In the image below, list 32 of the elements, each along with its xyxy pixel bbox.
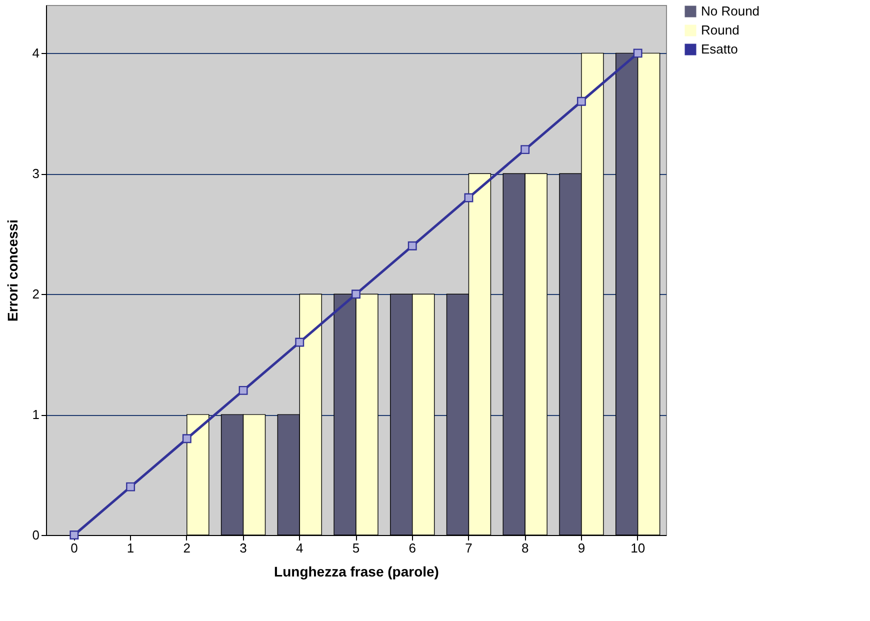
- x-axis-title: Lunghezza frase (parole): [274, 564, 439, 580]
- x-tick-label: 3: [240, 540, 247, 556]
- x-tick-label: 9: [578, 540, 586, 556]
- point: [576, 96, 586, 106]
- point: [352, 290, 360, 299]
- x-tick-label: 4: [296, 540, 304, 556]
- point: [464, 193, 474, 202]
- point: [238, 386, 248, 395]
- point: [182, 434, 192, 444]
- y-axis-title: Errori concessi: [4, 220, 20, 322]
- x-tick-label: 8: [521, 540, 529, 556]
- point: [126, 482, 136, 492]
- point: [70, 530, 79, 540]
- legend-label: Round: [701, 22, 740, 38]
- y-tick-label: 3: [32, 166, 40, 182]
- point: [408, 241, 417, 250]
- y-tick-label: 2: [32, 286, 40, 302]
- point: [633, 48, 642, 58]
- x-tick-label: 10: [630, 540, 646, 556]
- y-tick-label: 1: [32, 407, 40, 422]
- x-tick-label: 2: [183, 540, 191, 556]
- legend-label: Esatto: [701, 42, 738, 56]
- x-tick-label: 1: [126, 540, 134, 556]
- y-tick-label: 0: [32, 528, 40, 542]
- x-tick-label: 0: [70, 540, 78, 556]
- x-tick-label: 7: [465, 540, 472, 556]
- legend-label: No Round: [701, 4, 760, 18]
- y-tick-label: 4: [32, 46, 40, 61]
- x-tick-label: 5: [352, 540, 360, 556]
- point: [520, 145, 530, 154]
- x-tick-label: 6: [408, 540, 416, 556]
- point: [295, 338, 304, 347]
